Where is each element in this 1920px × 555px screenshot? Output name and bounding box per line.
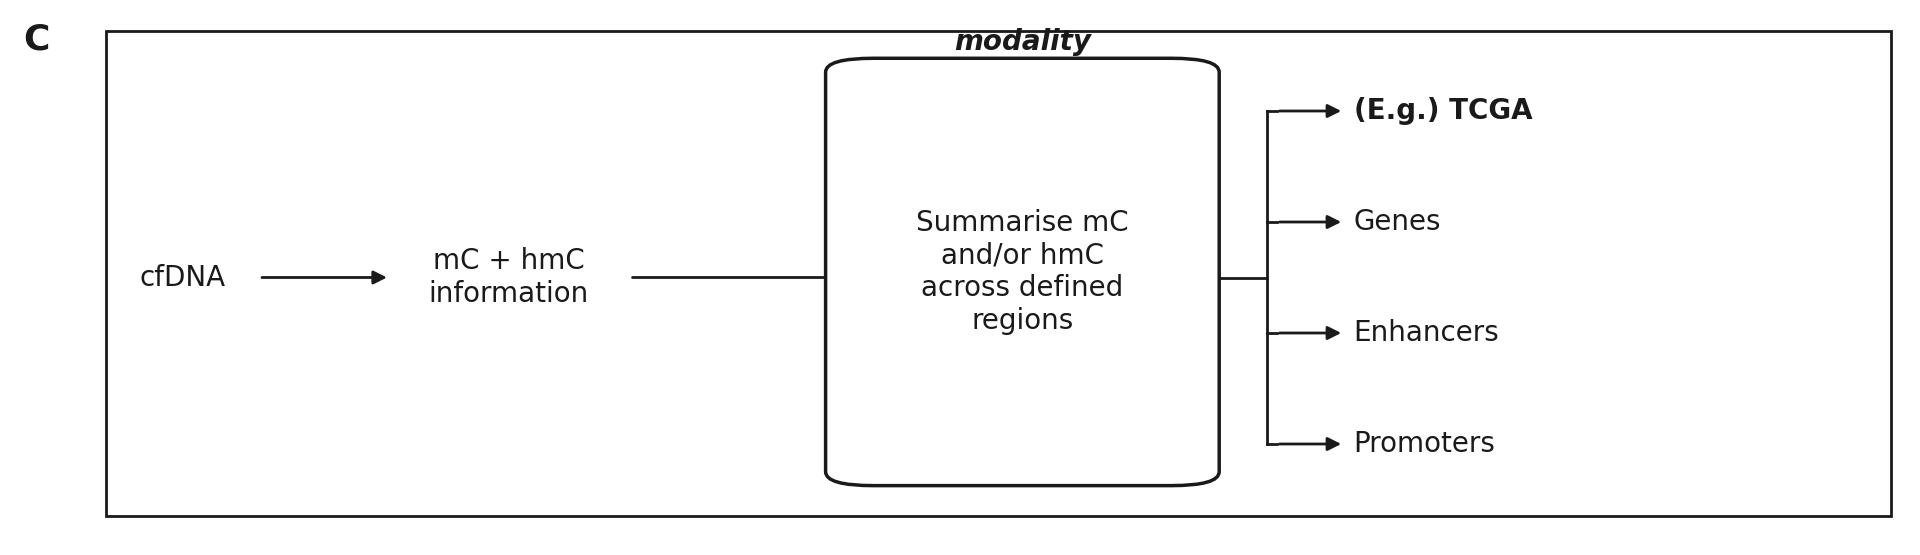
Text: Promoters: Promoters [1354,430,1496,458]
Text: cfDNA: cfDNA [140,264,225,291]
Text: mC + hmC
information: mC + hmC information [428,248,589,307]
Text: C: C [23,22,50,56]
FancyBboxPatch shape [826,58,1219,486]
Text: Genes: Genes [1354,208,1442,236]
Text: modality: modality [954,28,1091,56]
Text: (E.g.) TCGA: (E.g.) TCGA [1354,97,1532,125]
Text: Summarise mC
and/or hmC
across defined
regions: Summarise mC and/or hmC across defined r… [916,209,1129,335]
Text: Enhancers: Enhancers [1354,319,1500,347]
